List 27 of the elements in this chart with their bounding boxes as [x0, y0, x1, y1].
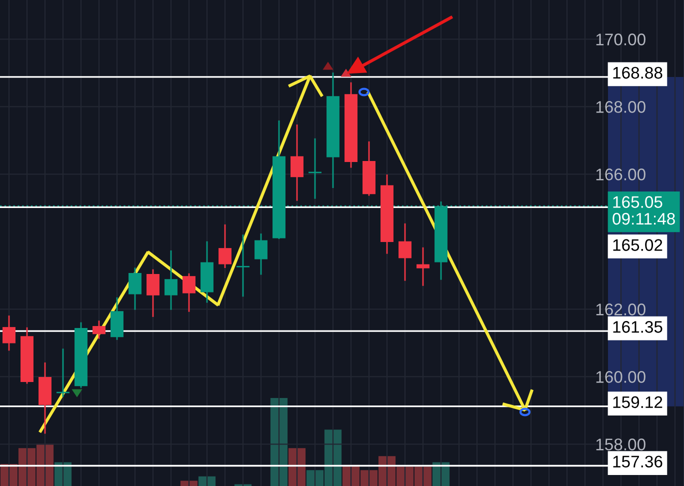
y-tick-label: 158.00 [596, 438, 646, 450]
candlestick [290, 124, 304, 201]
bar [180, 480, 198, 486]
ref-line-label: 165.02 [613, 239, 662, 251]
candlestick [398, 223, 412, 281]
candlestick [128, 268, 142, 310]
ref-line-label: 168.88 [613, 66, 662, 79]
y-tick-label: 160.00 [596, 371, 646, 383]
candlestick [236, 234, 250, 297]
candlestick [2, 316, 16, 351]
bar [198, 476, 216, 486]
candlestick [254, 234, 268, 275]
y-tick-label: 168.00 [596, 101, 646, 113]
candlestick [182, 273, 196, 312]
candlestick [218, 224, 232, 268]
y-tick-label: 166.00 [596, 168, 646, 180]
candlestick [416, 247, 430, 286]
candlestick [92, 320, 106, 339]
ref-line-label: 165.05 09:11:48 [612, 196, 675, 225]
ref-line-label: 161.35 [613, 321, 662, 333]
candlestick [164, 250, 178, 310]
y-tick-label: 170.00 [596, 34, 646, 46]
candlestick [146, 269, 160, 317]
y-tick-label: 162.00 [596, 304, 646, 316]
ref-line-label: 159.12 [613, 396, 662, 408]
ref-line-label: 157.36 [613, 456, 662, 468]
bar [288, 448, 306, 486]
